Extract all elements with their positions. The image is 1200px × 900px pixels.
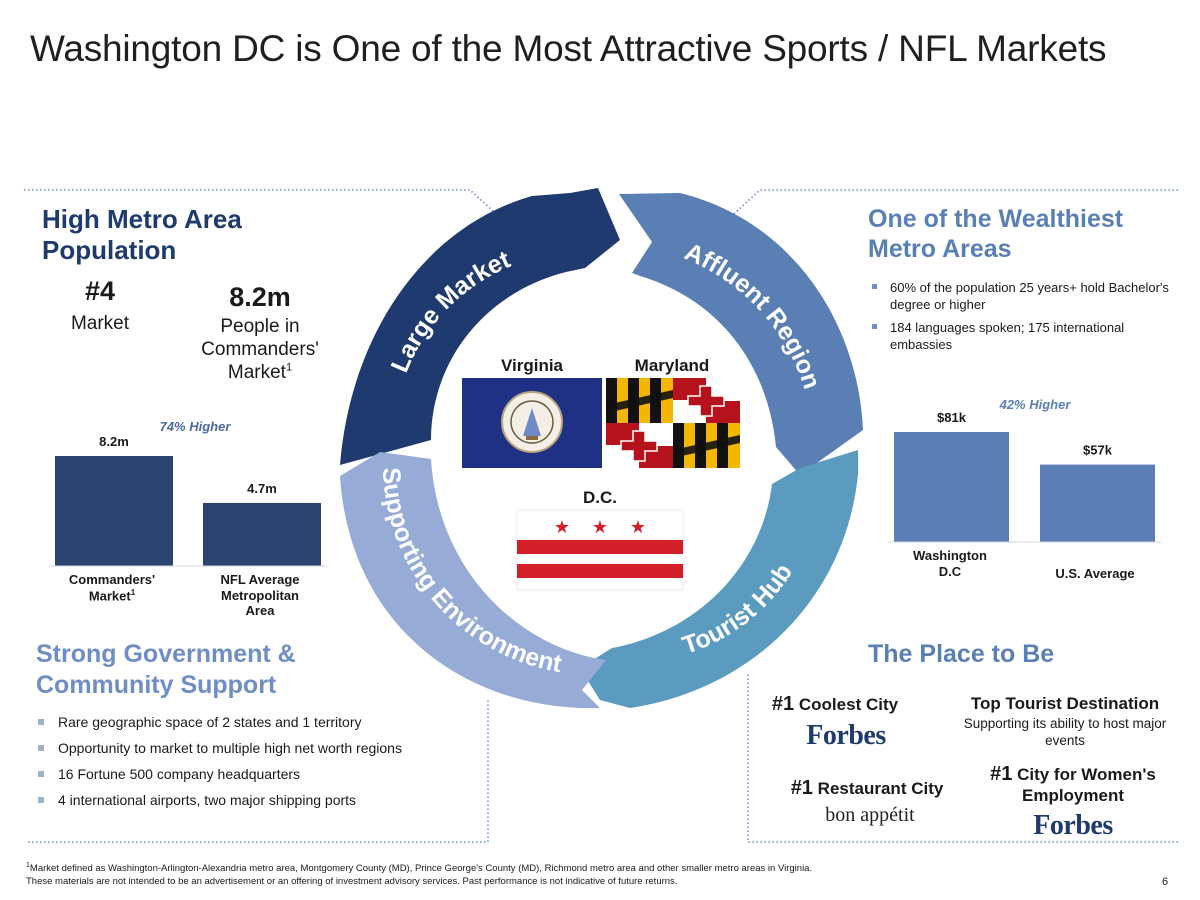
population-annotation: 74% Higher bbox=[159, 419, 231, 434]
bar-value-label: $57k bbox=[1083, 443, 1113, 458]
bar-1 bbox=[55, 456, 173, 566]
bar-value-label: 8.2m bbox=[99, 434, 129, 449]
bar-2 bbox=[1040, 464, 1155, 542]
category-label-commanders: Commanders' Market1 bbox=[68, 572, 156, 603]
star-icon: ★ bbox=[554, 517, 570, 537]
government-heading: Strong Government & Community Support bbox=[36, 640, 296, 700]
list-item: 16 Fortune 500 company headquarters bbox=[36, 766, 426, 784]
segment-affluent-region bbox=[619, 193, 863, 475]
star-icon: ★ bbox=[630, 517, 646, 537]
segment-large-market bbox=[340, 188, 620, 465]
frame-top-left bbox=[24, 189, 506, 223]
page-number: 6 bbox=[1162, 876, 1169, 888]
forbes-logo: Forbes bbox=[806, 720, 886, 751]
people-value: 8.2m bbox=[229, 282, 291, 312]
government-bullet-list: Rare geographic space of 2 states and 1 … bbox=[36, 714, 426, 818]
flag-label-virginia: Virginia bbox=[500, 356, 564, 375]
page-title: Washington DC is One of the Most Attract… bbox=[30, 28, 1107, 69]
category-label-washington: Washington D.C bbox=[913, 548, 987, 579]
flag-label-maryland: Maryland bbox=[634, 356, 710, 375]
bar-value-label: 4.7m bbox=[247, 481, 277, 496]
category-label-us-average: U.S. Average bbox=[1055, 566, 1135, 581]
award-top-tourist-destination: Top Tourist Destination bbox=[970, 694, 1160, 713]
award-women-employment: #1 City for Women's Employment bbox=[990, 763, 1156, 805]
list-item: Rare geographic space of 2 states and 1 … bbox=[36, 714, 426, 732]
footnote: 1Market defined as Washington-Arlington-… bbox=[26, 862, 813, 887]
people-label: People in Commanders' Market1 bbox=[201, 316, 319, 384]
bar-value-label: $81k bbox=[937, 410, 967, 425]
category-label-nfl-average: NFL Average Metropolitan Area bbox=[220, 572, 300, 619]
maryland-flag bbox=[606, 378, 740, 468]
list-item: Opportunity to market to multiple high n… bbox=[36, 740, 426, 758]
population-heading: High Metro Area Population bbox=[42, 204, 242, 266]
award-restaurant-city: #1 Restaurant City bbox=[790, 777, 944, 799]
wealth-bullet-list: 60% of the population 25 years+ hold Bac… bbox=[872, 280, 1172, 361]
bon-appetit-logo: bon appétit bbox=[825, 804, 915, 826]
wealth-annotation: 42% Higher bbox=[999, 397, 1071, 412]
frame-bottom-left bbox=[28, 698, 489, 843]
wealth-heading: One of the Wealthiest Metro Areas bbox=[868, 205, 1124, 263]
list-item: 4 international airports, two major ship… bbox=[36, 792, 426, 810]
flag-label-dc: D.C. bbox=[583, 488, 617, 507]
forbes-logo: Forbes bbox=[1033, 810, 1113, 841]
list-item: 184 languages spoken; 175 international … bbox=[872, 320, 1172, 353]
segment-tourist-hub bbox=[580, 450, 858, 708]
star-icon: ★ bbox=[592, 517, 608, 537]
rank-label: Market bbox=[70, 313, 130, 334]
place-heading: The Place to Be bbox=[868, 640, 1055, 668]
bar-2 bbox=[203, 502, 321, 566]
award-coolest-city: #1 Coolest City bbox=[771, 693, 899, 715]
virginia-flag bbox=[462, 378, 602, 468]
list-item: 60% of the population 25 years+ hold Bac… bbox=[872, 280, 1172, 313]
bar-1 bbox=[894, 432, 1009, 542]
rank-value: #4 bbox=[84, 276, 116, 306]
tourist-subtext: Supporting its ability to host major eve… bbox=[963, 716, 1167, 748]
segment-supporting-environment bbox=[340, 452, 606, 709]
dc-flag: ★ ★ ★ bbox=[516, 509, 684, 591]
